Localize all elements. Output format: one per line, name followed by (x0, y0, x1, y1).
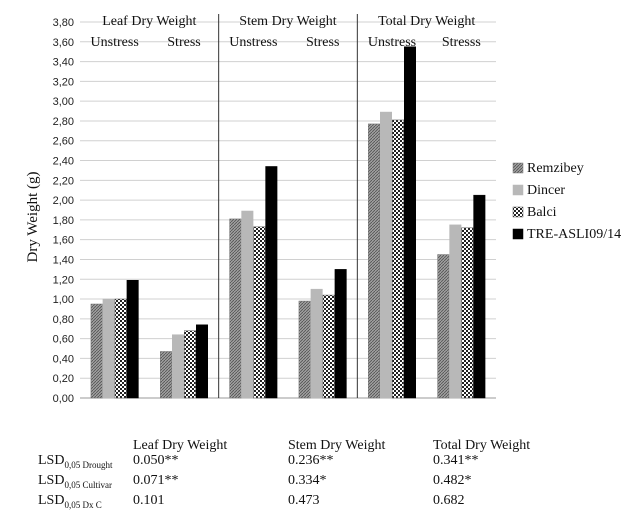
bar-balci (392, 119, 404, 399)
bar-balci (461, 227, 474, 399)
bar-dincer (310, 288, 323, 399)
lsd-value: 0.682 (433, 492, 465, 508)
legend-label: TRE-ASLI09/14 (527, 227, 621, 242)
legend-swatch (512, 206, 524, 218)
lsd-row-label: LSD0,05 Cultivar (38, 472, 112, 490)
y-tick-label: 1,20 (53, 274, 74, 286)
y-tick-label: 0,20 (53, 373, 74, 385)
bar-remzibey (298, 300, 311, 399)
bar-tre-asli (404, 46, 416, 399)
bar-remzibey (90, 303, 103, 399)
y-tick-label: 1,80 (53, 215, 74, 227)
legend-swatch (512, 228, 524, 240)
bar-balci (184, 330, 196, 399)
y-tick-label: 3,40 (53, 57, 74, 69)
y-tick-label: 0,00 (53, 393, 74, 405)
bar-remzibey (229, 218, 242, 399)
group-title: Stem Dry Weight (239, 14, 336, 29)
legend-swatch (512, 184, 524, 196)
bar-dincer (241, 210, 254, 399)
condition-label: Unstress (368, 35, 416, 50)
lsd-header-row: Leaf Dry Weight Stem Dry Weight Total Dr… (38, 438, 573, 453)
lsd-corner (38, 438, 133, 453)
bar-balci (253, 226, 266, 399)
lsd-row: LSD0,05 Drought 0.050** 0.236** 0.341** (38, 453, 573, 473)
y-tick-label: 2,00 (53, 195, 74, 207)
lsd-value: 0.334* (288, 472, 327, 488)
bar-remzibey (437, 254, 450, 399)
y-tick-label: 0,40 (53, 353, 74, 365)
y-tick-label: 1,60 (53, 235, 74, 247)
legend-swatch (512, 162, 524, 174)
lsd-value: 0.482* (433, 472, 472, 488)
lsd-value: 0.071** (133, 472, 179, 488)
bar-dincer (172, 334, 184, 399)
bar-dincer (380, 111, 392, 399)
y-tick-label: 0,60 (53, 334, 74, 346)
lsd-header: Stem Dry Weight (288, 438, 386, 453)
lsd-value: 0.236** (288, 453, 334, 468)
lsd-row-label: LSD0,05 Drought (38, 453, 113, 470)
lsd-row: LSD0,05 Cultivar 0.071** 0.334* 0.482* (38, 473, 573, 493)
y-tick-label: 2,20 (53, 175, 74, 187)
lsd-header: Leaf Dry Weight (133, 438, 228, 453)
bar-tre-asli (265, 166, 278, 399)
legend-label: Balci (527, 205, 557, 220)
y-tick-label: 3,20 (53, 76, 74, 88)
y-tick-label: 1,00 (53, 294, 74, 306)
group-separators (218, 14, 358, 398)
lsd-value: 0.341** (433, 453, 479, 468)
lsd-value: 0.101 (133, 492, 165, 508)
bar-remzibey (368, 123, 380, 399)
condition-label: Unstress (91, 35, 139, 50)
lsd-row: LSD0,05 Dx C 0.101 0.473 0.682 (38, 493, 573, 512)
lsd-row-label: LSD0,05 Dx C (38, 492, 102, 510)
legend-label: Dincer (527, 183, 565, 198)
bar-balci (114, 298, 127, 399)
group-labels: Leaf Dry Weight Unstress Stress Stem Dry We… (91, 14, 481, 50)
dry-weight-bar-chart: 0,00 0,20 0,40 0,60 0,80 1,00 1,20 1,40 1,60 1,80… (25, 14, 621, 405)
bar-tre-asli (196, 324, 208, 399)
bar-dincer (449, 224, 462, 399)
lsd-header: Total Dry Weight (433, 438, 531, 453)
condition-label: Stresss (442, 35, 481, 50)
y-tick-label: 3,80 (53, 17, 74, 29)
bar-tre-asli (334, 269, 347, 399)
condition-label: Unstress (229, 35, 277, 50)
lsd-value: 0.473 (288, 492, 320, 508)
y-tick-label: 1,40 (53, 254, 74, 266)
bars (90, 46, 486, 399)
legend: Remzibey Dincer Balci TRE-ASLI09/14 (512, 161, 621, 242)
group-title: Total Dry Weight (378, 14, 475, 29)
legend-label: Remzibey (527, 161, 584, 176)
bar-tre-asli (473, 194, 486, 399)
bar-tre-asli (126, 280, 139, 399)
y-tick-label: 0,80 (53, 314, 74, 326)
y-tick-label: 3,00 (53, 96, 74, 108)
group-title: Leaf Dry Weight (102, 14, 196, 29)
condition-label: Stress (167, 35, 200, 50)
y-tick-label: 3,60 (53, 37, 74, 49)
y-axis-ticks: 0,00 0,20 0,40 0,60 0,80 1,00 1,20 1,40 1,60 1,80… (53, 17, 74, 405)
y-tick-label: 2,40 (53, 156, 74, 168)
y-axis-title: Dry Weight (g) (25, 171, 41, 262)
y-tick-label: 2,80 (53, 116, 74, 128)
bar-dincer (102, 298, 115, 399)
y-tick-label: 2,60 (53, 136, 74, 148)
condition-label: Stress (306, 35, 339, 50)
lsd-table: Leaf Dry Weight Stem Dry Weight Total Dr… (38, 438, 573, 512)
grid-lines (80, 21, 496, 399)
bar-balci (322, 294, 335, 399)
lsd-value: 0.050** (133, 453, 179, 468)
bar-remzibey (160, 351, 172, 399)
